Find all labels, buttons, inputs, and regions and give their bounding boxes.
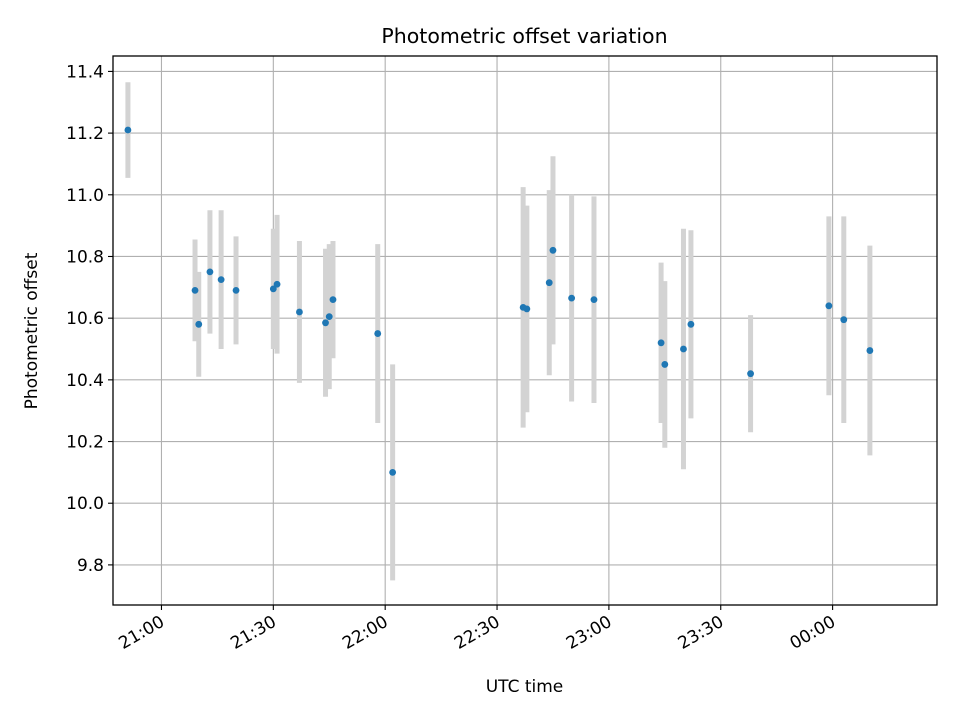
data-point [269,285,277,293]
data-point [124,126,132,134]
data-point [232,287,240,294]
chart-title: Photometric offset variation [381,24,667,48]
y-tick-label: 10.6 [66,309,104,329]
y-tick-label: 10.2 [66,433,104,453]
data-point [661,361,669,368]
y-tick-label: 11.4 [66,62,104,82]
data-point [687,320,695,328]
data-point [191,287,199,294]
data-point [825,302,833,310]
data-point [206,268,214,276]
data-point [568,294,576,302]
x-tick-label: 22:30 [451,612,503,654]
x-axis: 21:00 21:30 22:00 22:30 23:00 23:30 00:00 [116,605,839,654]
data-point [325,313,333,321]
y-axis: 9.8 10.0 10.2 10.4 10.6 10.8 11.0 11.2 11.4 [66,62,113,576]
data-point [680,345,687,353]
data-point [545,279,553,287]
data-point [590,296,598,304]
data-point [374,330,382,337]
data-point [195,320,203,328]
data-point [217,276,225,284]
data-point [840,316,848,324]
x-tick-label: 23:30 [675,612,727,654]
data-point [866,347,874,354]
data-point [747,370,754,378]
data-point [657,339,665,347]
data-point [549,246,557,254]
data-point [389,468,397,476]
x-tick-label: 21:30 [227,612,279,654]
y-tick-label: 10.0 [66,494,104,514]
y-tick-label: 9.8 [77,556,104,576]
data-point [296,308,303,316]
y-tick-label: 11.2 [66,124,104,144]
x-tick-label: 23:00 [563,612,615,654]
y-tick-label: 10.4 [66,371,104,391]
data-points [124,126,874,476]
x-tick-label: 00:00 [787,612,839,654]
y-axis-title: Photometric offset [22,252,42,409]
plot-frame [112,55,938,606]
data-point [523,305,531,313]
y-tick-label: 10.8 [66,247,104,267]
y-tick-label: 11.0 [66,186,104,206]
data-point [273,280,281,288]
error-bars [125,82,873,581]
x-axis-title: UTC time [486,677,564,697]
x-tick-label: 21:00 [116,612,168,654]
x-tick-label: 22:00 [339,612,391,654]
data-point [329,296,337,304]
data-point [322,319,329,327]
